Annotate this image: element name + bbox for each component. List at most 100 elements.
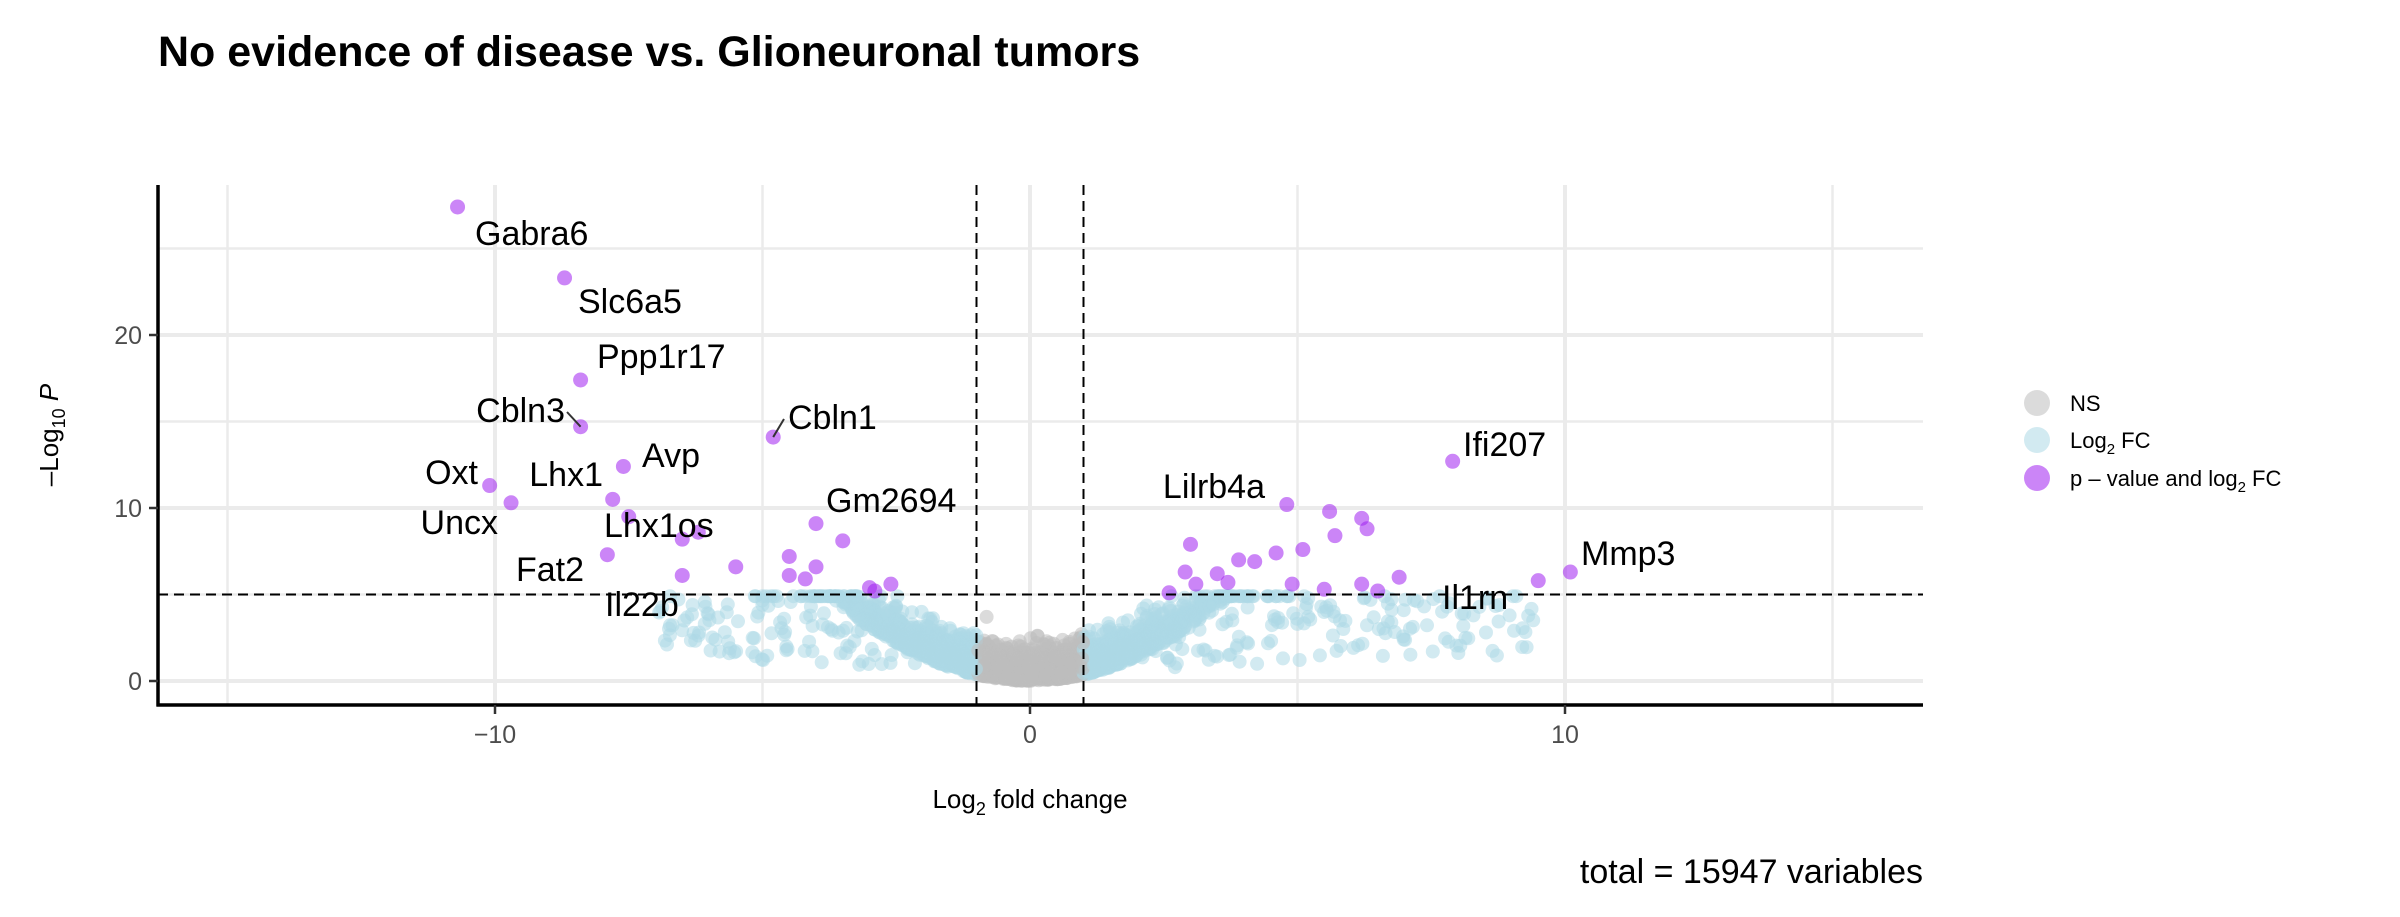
fc-point [1384, 602, 1399, 617]
fc-point [1169, 656, 1184, 671]
fc-point [893, 630, 908, 645]
fc-point [1314, 599, 1329, 614]
caption: total = 15947 variables [1580, 853, 1923, 891]
ns-point [979, 609, 994, 624]
fc-point [1223, 647, 1238, 662]
significant-point [450, 199, 466, 215]
significant-point [808, 516, 824, 532]
significant-point [781, 548, 797, 564]
fc-point [1396, 632, 1411, 647]
fc-point [1260, 589, 1275, 604]
chart-title: No evidence of disease vs. Glioneuronal … [158, 28, 1140, 76]
fc-point [697, 594, 712, 609]
fc-point [919, 619, 934, 633]
significant-point [1188, 576, 1204, 592]
fc-point [825, 623, 840, 638]
fc-point [1407, 593, 1421, 608]
fc-point [1515, 640, 1530, 654]
gene-label: Gabra6 [475, 215, 588, 253]
fc-point [849, 597, 864, 612]
significant-point [1284, 576, 1300, 592]
fc-point [917, 644, 932, 659]
significant-point [605, 491, 621, 507]
gene-label: Gm2694 [826, 482, 956, 520]
fc-point [1250, 656, 1265, 671]
fc-point [1420, 618, 1434, 633]
data-points [450, 199, 1578, 688]
gene-label: Uncx [421, 504, 498, 542]
fc-point [671, 592, 686, 607]
significant-point [1322, 503, 1338, 519]
fc-point [1168, 629, 1183, 644]
significant-point [808, 559, 824, 575]
label-connector [566, 411, 582, 428]
significant-point [1354, 576, 1370, 592]
significant-point [557, 270, 573, 286]
fc-point [1405, 619, 1420, 634]
fc-point [731, 614, 745, 629]
significant-point [503, 495, 519, 511]
significant-point [835, 533, 851, 549]
fc-point [1338, 613, 1353, 628]
significant-point [1327, 528, 1343, 544]
gene-label: Mmp3 [1581, 535, 1675, 573]
fc-point [783, 595, 798, 609]
fc-point [1196, 606, 1211, 621]
fc-point [1086, 657, 1101, 672]
fc-point [1524, 601, 1539, 616]
fc-point [1506, 589, 1520, 604]
legend-fc-label: Log2 FC [2070, 428, 2151, 458]
fc-point [662, 628, 677, 643]
fc-point [1303, 612, 1318, 627]
significant-point [615, 458, 631, 474]
fc-point [1466, 608, 1481, 623]
fc-point [680, 610, 695, 625]
y-tick-label: 0 [128, 668, 142, 696]
fc-point [1403, 647, 1418, 662]
fc-point [1175, 642, 1190, 657]
significant-point [1209, 566, 1225, 582]
significant-point [1177, 564, 1193, 580]
fc-point [1107, 637, 1122, 652]
fc-point [750, 609, 765, 624]
x-axis-title: Log2 fold change [932, 784, 1127, 819]
gene-label: Ppp1r17 [597, 338, 726, 376]
ns-point [1067, 631, 1082, 646]
fc-point [708, 632, 723, 647]
fc-point [1286, 606, 1301, 621]
fc-point [907, 656, 922, 671]
cutoff-lines [158, 185, 1923, 705]
significant-point [797, 571, 813, 587]
fc-point [652, 605, 667, 620]
fc-point [909, 633, 924, 648]
fc-point [1290, 616, 1305, 631]
grid [158, 185, 1923, 705]
ns-point [1054, 665, 1069, 680]
fc-point [1282, 589, 1297, 604]
legend-both-label: p – value and log2 FC [2070, 466, 2281, 496]
gene-label: Avp [642, 437, 700, 475]
ns-point [1009, 652, 1024, 667]
fc-point [1240, 600, 1255, 615]
fc-point [717, 625, 732, 640]
gene-label: Cbln3 [476, 392, 565, 430]
significant-point [674, 567, 690, 583]
significant-point [1247, 554, 1263, 570]
fc-point [778, 625, 793, 639]
significant-point [883, 576, 899, 592]
significant-point [1220, 574, 1236, 590]
fc-point [956, 653, 971, 668]
fc-point [1325, 628, 1340, 643]
fc-point [777, 611, 792, 626]
fc-point [954, 631, 969, 646]
fc-point [1219, 614, 1234, 629]
fc-point [683, 633, 698, 648]
fc-point [803, 599, 818, 614]
ns-point [995, 656, 1010, 671]
significant-point [1161, 585, 1177, 601]
fc-point [855, 612, 870, 627]
gene-label: Oxt [425, 454, 478, 492]
fc-point [1174, 614, 1189, 629]
label-connector [772, 418, 785, 438]
fc-point [933, 656, 948, 671]
